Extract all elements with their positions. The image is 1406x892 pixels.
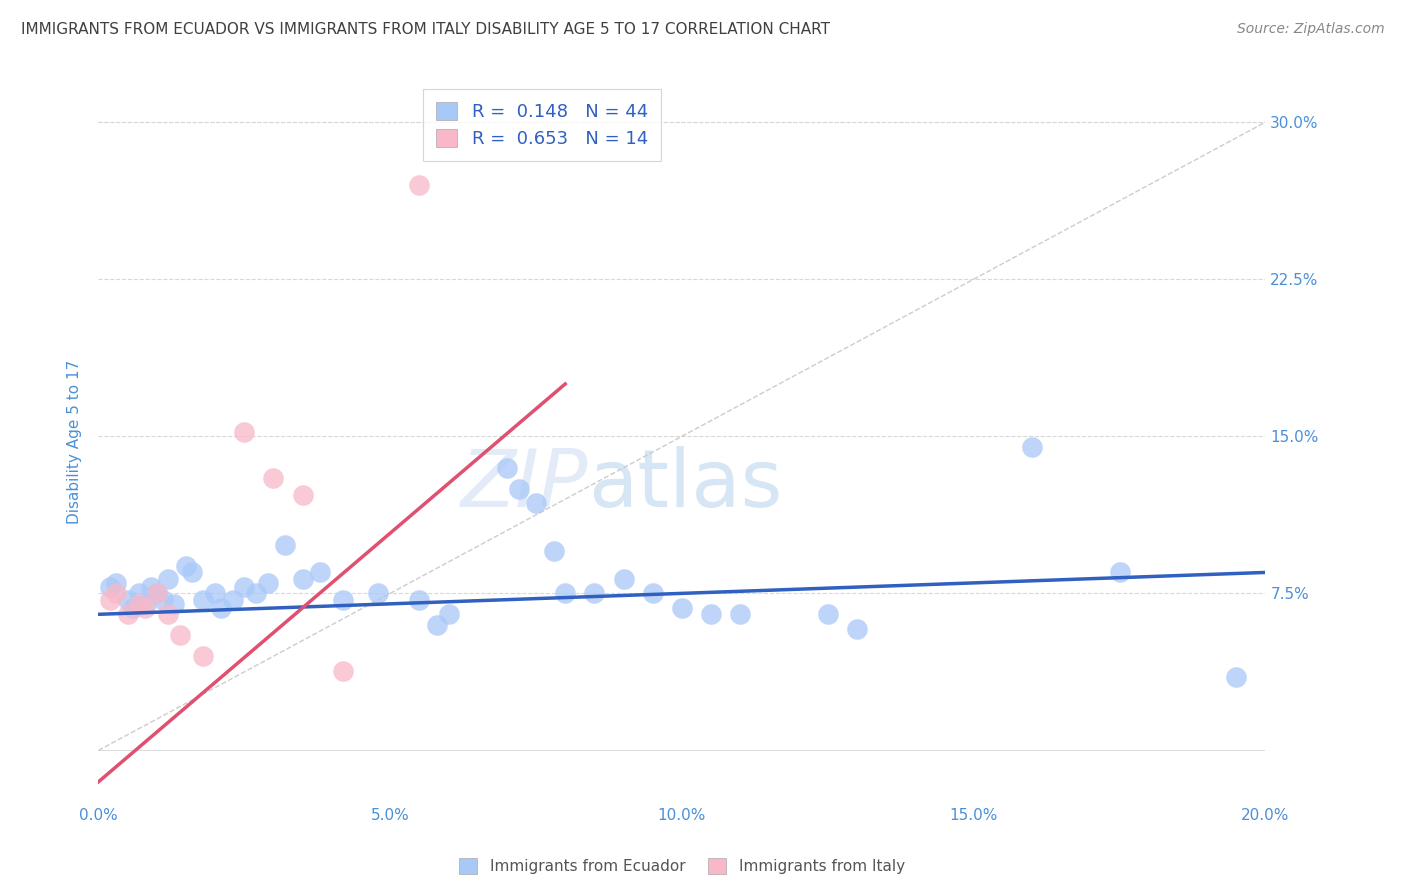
Y-axis label: Disability Age 5 to 17: Disability Age 5 to 17 [67, 359, 83, 524]
Point [274, 538, 297, 552]
Point [157, 572, 180, 586]
Point [309, 566, 332, 580]
Point [233, 580, 256, 594]
Point [139, 580, 162, 594]
Point [193, 649, 215, 664]
Point [437, 607, 460, 622]
Point [134, 601, 156, 615]
Point [204, 586, 226, 600]
Point [1108, 566, 1130, 580]
Point [104, 586, 127, 600]
Point [221, 592, 243, 607]
Point [146, 586, 169, 600]
Point [193, 592, 215, 607]
Point [174, 559, 197, 574]
Text: IMMIGRANTS FROM ECUADOR VS IMMIGRANTS FROM ITALY DISABILITY AGE 5 TO 17 CORRELAT: IMMIGRANTS FROM ECUADOR VS IMMIGRANTS FR… [21, 22, 830, 37]
Point [146, 586, 169, 600]
Point [543, 544, 565, 558]
Point [426, 617, 449, 632]
Point [730, 607, 752, 622]
Text: ZIP: ZIP [461, 446, 589, 524]
Point [117, 592, 139, 607]
Point [508, 482, 530, 496]
Point [134, 597, 156, 611]
Point [291, 572, 314, 586]
Point [98, 592, 121, 607]
Point [152, 592, 174, 607]
Point [180, 566, 202, 580]
Point [291, 488, 314, 502]
Point [817, 607, 839, 622]
Point [496, 460, 519, 475]
Text: Source: ZipAtlas.com: Source: ZipAtlas.com [1237, 22, 1385, 37]
Point [332, 592, 354, 607]
Point [613, 572, 636, 586]
Point [263, 471, 285, 485]
Point [98, 580, 121, 594]
Point [209, 601, 232, 615]
Point [332, 664, 354, 678]
Point [846, 622, 869, 636]
Point [163, 597, 186, 611]
Point [671, 601, 693, 615]
Point [1225, 670, 1247, 684]
Point [408, 178, 430, 192]
Point [169, 628, 191, 642]
Point [256, 575, 278, 590]
Point [700, 607, 723, 622]
Point [524, 496, 547, 510]
Point [1021, 440, 1043, 454]
Point [554, 586, 576, 600]
Point [122, 601, 145, 615]
Point [367, 586, 389, 600]
Point [104, 575, 127, 590]
Point [408, 592, 430, 607]
Point [233, 425, 256, 439]
Text: atlas: atlas [589, 446, 783, 524]
Point [128, 597, 150, 611]
Point [641, 586, 664, 600]
Point [117, 607, 139, 622]
Legend: Immigrants from Ecuador, Immigrants from Italy: Immigrants from Ecuador, Immigrants from… [451, 851, 912, 882]
Point [583, 586, 606, 600]
Point [245, 586, 267, 600]
Point [157, 607, 180, 622]
Point [128, 586, 150, 600]
